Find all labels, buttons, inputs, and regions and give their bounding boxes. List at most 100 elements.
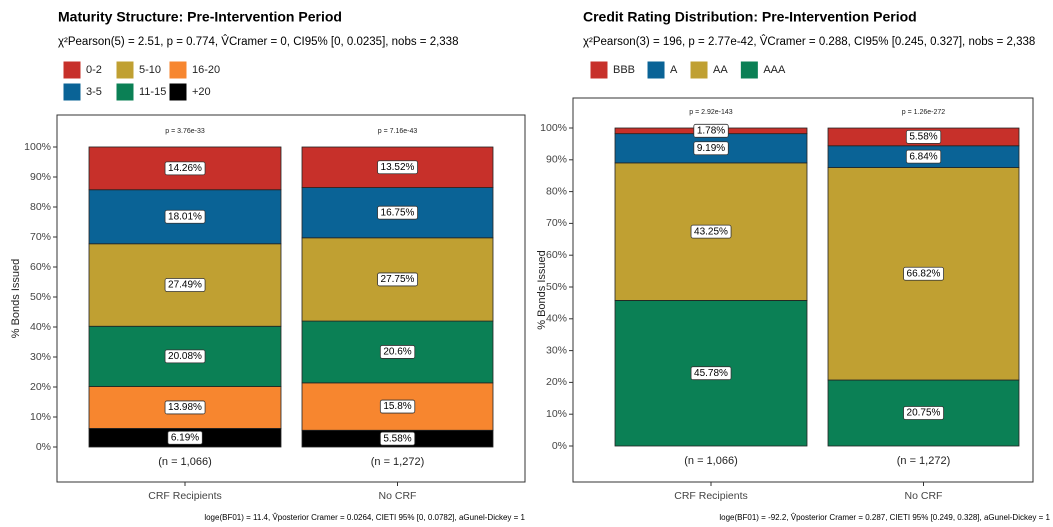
value-label-box (690, 366, 732, 381)
y-tick-label: 50% (546, 281, 567, 293)
legend-swatch (689, 60, 709, 80)
value-label-box (164, 349, 206, 364)
value-label-box (693, 123, 729, 138)
y-axis-label: % Bonds Issued (10, 259, 22, 339)
panel (572, 97, 1034, 483)
y-tick-label: 10% (30, 411, 51, 423)
panel (56, 114, 526, 483)
y-tick-label: 20% (30, 381, 51, 393)
value-label-box (693, 141, 729, 156)
value-label-box (377, 205, 418, 220)
value-label: 13.52% (381, 162, 415, 173)
value-label: 15.8% (383, 401, 411, 412)
count-label: (n = 1,272) (371, 456, 425, 468)
legend-swatch (168, 60, 188, 80)
legend-swatch (646, 60, 666, 80)
value-label-box (377, 160, 418, 175)
annotation: p = 2.92e-143 (689, 109, 733, 116)
y-tick-label: 90% (546, 154, 567, 166)
legend-label: BBB (613, 64, 635, 76)
legend-swatch (168, 82, 188, 102)
value-label: 45.78% (694, 368, 728, 379)
value-label: 27.75% (381, 274, 415, 285)
annotation: p = 7.16e-43 (378, 128, 418, 135)
y-tick-label: 80% (546, 185, 567, 197)
value-label: 5.58% (909, 132, 937, 143)
legend-label: A (670, 64, 678, 76)
value-label: 5.58% (383, 433, 411, 444)
y-tick-label: 30% (546, 344, 567, 356)
y-tick-label: 70% (546, 217, 567, 229)
legend-label: 16-20 (192, 64, 220, 76)
legend-swatch (62, 82, 82, 102)
legend-label: 11-15 (139, 86, 166, 98)
value-label-box (379, 345, 416, 359)
value-label: 6.19% (171, 432, 199, 443)
y-tick-label: 40% (546, 313, 567, 325)
legend-label: +20 (192, 86, 211, 98)
value-label: 43.25% (694, 226, 728, 237)
legend-swatch (62, 60, 82, 80)
legend-label: 3-5 (86, 86, 102, 98)
legend-label: 5-10 (139, 64, 161, 76)
value-label: 14.26% (168, 163, 202, 174)
value-label: 1.78% (697, 125, 725, 136)
y-tick-label: 100% (24, 141, 51, 153)
value-label-box (903, 266, 944, 281)
y-tick-label: 10% (546, 408, 567, 420)
value-label-box (164, 278, 206, 292)
legend-swatch (589, 60, 609, 80)
count-label: (n = 1,066) (684, 455, 738, 467)
legend-label: 0-2 (86, 64, 102, 76)
legend-label: AA (713, 64, 728, 76)
value-label: 9.19% (697, 143, 725, 154)
value-label-box (690, 224, 732, 239)
value-label-box (164, 161, 206, 176)
annotation: p = 3.76e-33 (165, 128, 205, 135)
legend-label: AAA (763, 64, 786, 76)
y-tick-label: 100% (540, 122, 567, 134)
count-label: (n = 1,066) (158, 456, 212, 468)
caption: loge(BF01) = -92.2, V̂posterior Cramer =… (719, 513, 1050, 522)
y-tick-label: 40% (30, 321, 51, 333)
value-label: 6.84% (909, 151, 937, 162)
value-label-box (377, 272, 418, 287)
y-tick-label: 0% (552, 440, 567, 452)
y-axis-label: % Bonds Issued (536, 250, 548, 330)
y-tick-label: 20% (546, 376, 567, 388)
value-label-box (164, 209, 206, 224)
annotation: p = 1.26e-272 (902, 109, 946, 116)
y-tick-label: 70% (30, 231, 51, 243)
chart-subtitle: χ²Pearson(3) = 196, p = 2.77e-42, V̂Cram… (583, 34, 1035, 48)
value-label-box (903, 406, 944, 420)
value-label: 18.01% (168, 211, 202, 222)
value-label: 66.82% (907, 268, 941, 279)
y-tick-label: 30% (30, 351, 51, 363)
count-label: (n = 1,272) (897, 455, 951, 467)
legend-swatch (115, 60, 135, 80)
value-label: 20.6% (383, 347, 411, 358)
x-tick-label: No CRF (905, 490, 943, 502)
value-label: 20.75% (907, 408, 941, 419)
chart-title: Maturity Structure: Pre-Intervention Per… (58, 9, 342, 25)
value-label: 20.08% (168, 351, 202, 362)
chart-title: Credit Rating Distribution: Pre-Interven… (583, 9, 917, 25)
y-tick-label: 0% (36, 441, 51, 453)
chart-subtitle: χ²Pearson(5) = 2.51, p = 0.774, V̂Cramer… (58, 34, 458, 48)
value-label-box (379, 399, 416, 414)
x-tick-label: CRF Recipients (148, 490, 222, 502)
y-tick-label: 80% (30, 201, 51, 213)
legend-swatch (739, 60, 759, 80)
x-tick-label: No CRF (379, 490, 417, 502)
value-label-box (905, 149, 942, 164)
value-label: 27.49% (168, 280, 202, 291)
value-label-box (167, 430, 203, 445)
legend-swatch (115, 82, 135, 102)
value-label: 13.98% (168, 402, 202, 413)
x-tick-label: CRF Recipients (674, 490, 748, 502)
value-label: 16.75% (381, 207, 415, 218)
y-tick-label: 60% (546, 249, 567, 261)
y-tick-label: 60% (30, 261, 51, 273)
y-tick-label: 90% (30, 171, 51, 183)
